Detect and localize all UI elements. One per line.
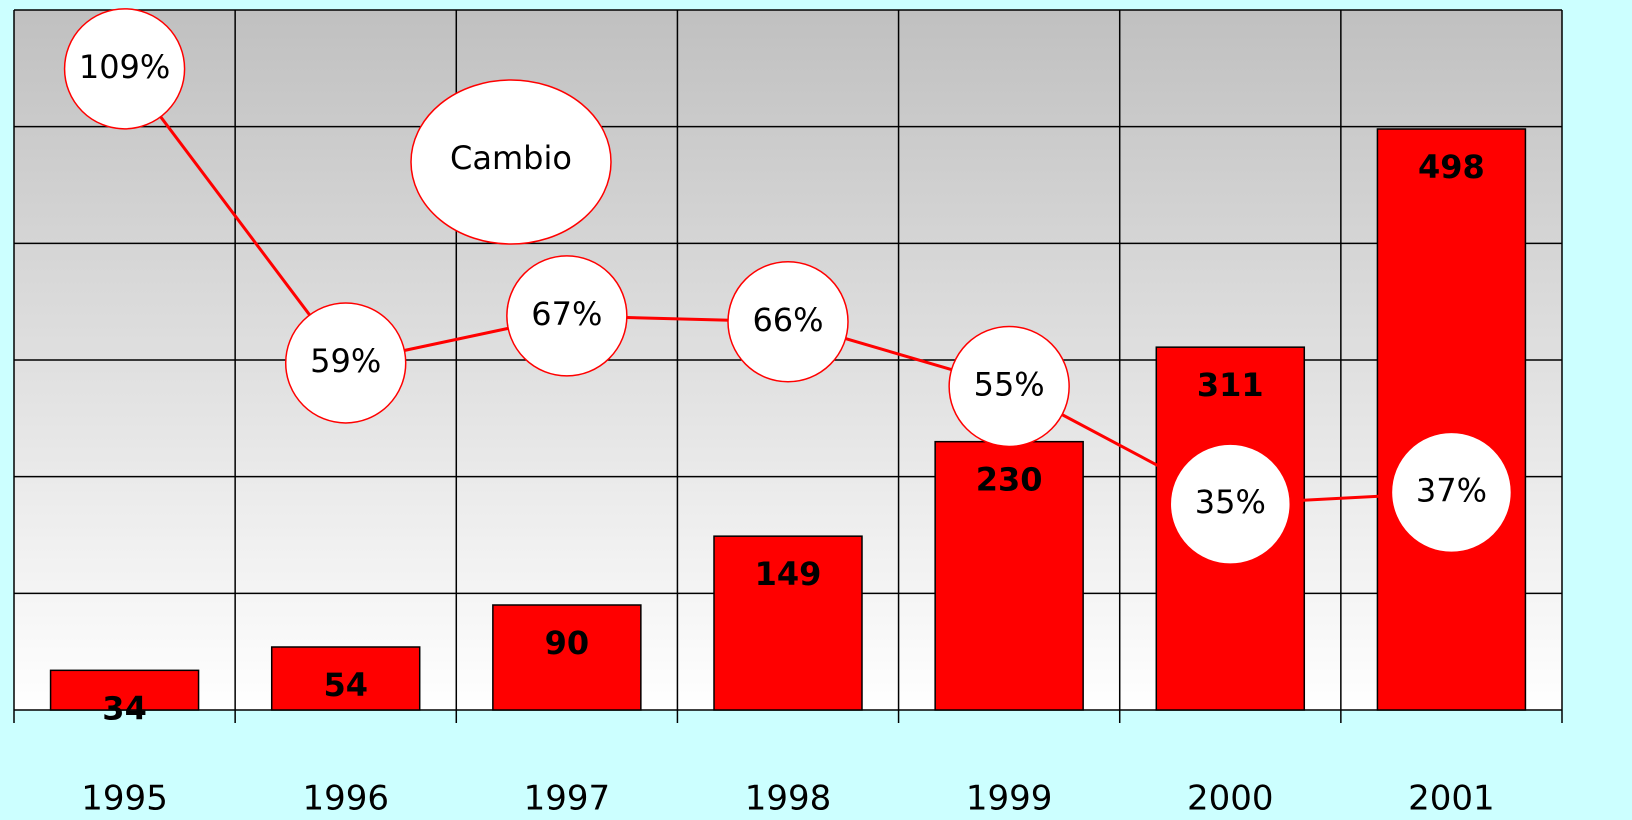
point-bubble [1390, 431, 1513, 554]
point-label: 59% [310, 342, 381, 380]
point-bubble [284, 302, 407, 424]
point-bubble [948, 325, 1070, 448]
bar-value-label: 498 [1418, 148, 1485, 186]
point-label: 66% [752, 301, 823, 339]
bar-value-label: 149 [755, 555, 822, 593]
point-bubble [1169, 443, 1292, 565]
x-tick-label: 1997 [524, 779, 611, 819]
point-label: 35% [1195, 483, 1266, 521]
bar-value-label: 230 [976, 461, 1043, 499]
bar [934, 440, 1084, 711]
x-tick-label: 2000 [1187, 779, 1274, 819]
x-tick-label: 1996 [302, 779, 389, 819]
x-tick-label: 1999 [966, 779, 1053, 819]
legend-bubble [410, 79, 612, 245]
point-label: 109% [79, 48, 170, 86]
point-label: 37% [1416, 471, 1487, 509]
point-bubble [727, 261, 849, 383]
bar [1376, 128, 1527, 711]
x-tick-label: 2001 [1408, 779, 1495, 819]
bar-value-label: 34 [102, 689, 147, 727]
bar [492, 604, 642, 711]
point-bubble [63, 8, 186, 130]
bar [270, 646, 421, 711]
point-label: 55% [974, 365, 1045, 403]
bar-value-label: 311 [1197, 366, 1264, 404]
bar [713, 535, 863, 711]
legend-label: Cambio [450, 139, 572, 177]
x-tick-label: 1998 [745, 779, 832, 819]
bar-value-label: 54 [323, 666, 368, 704]
bar [49, 669, 200, 711]
point-label: 67% [531, 295, 602, 333]
point-bubble [506, 255, 628, 377]
x-tick-label: 1995 [81, 779, 168, 819]
bar-value-label: 90 [545, 624, 590, 662]
